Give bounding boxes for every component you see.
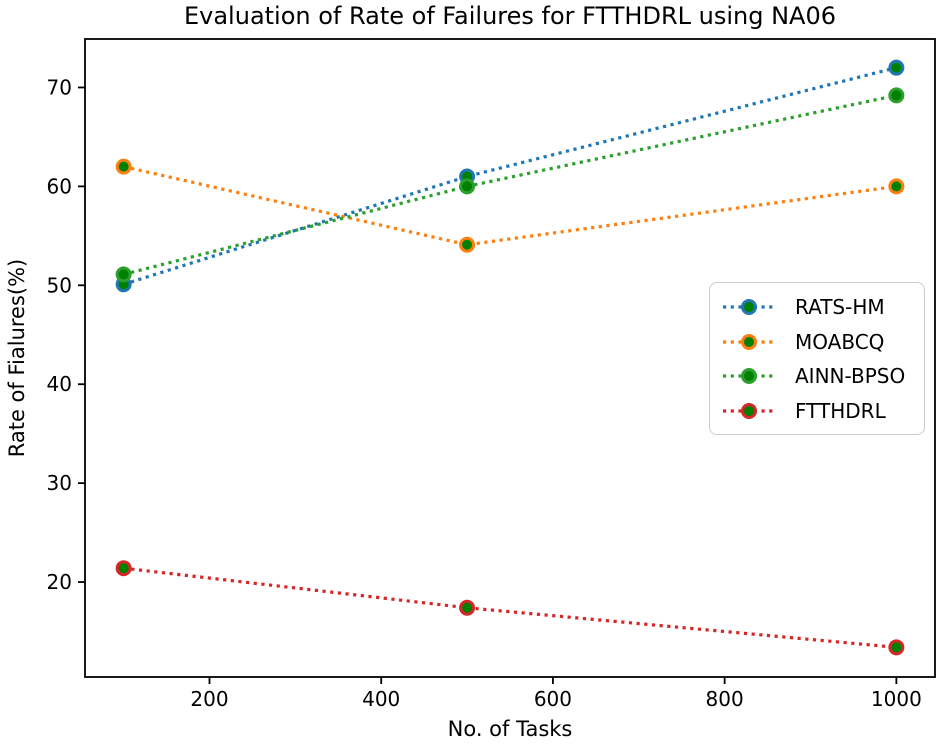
series-marker-ainn-bpso [459, 178, 476, 195]
series-marker-moabcq [115, 158, 132, 175]
legend-sample-marker [741, 402, 757, 419]
legend-item-ftthdrl: FTTHDRL [720, 394, 924, 429]
series-marker-ftthdrl [888, 639, 905, 656]
x-tick-label: 600 [534, 687, 572, 711]
legend-sample-line [723, 402, 775, 419]
series-marker-moabcq [459, 236, 476, 253]
y-tick-label: 50 [47, 273, 72, 297]
x-tick-label: 1000 [871, 687, 922, 711]
legend-sample-marker [741, 368, 757, 385]
legend-sample-line [723, 299, 775, 316]
series-line-moabcq [123, 165, 897, 247]
series-line-ainn-bpso [123, 93, 897, 276]
series-marker-moabcq [888, 178, 905, 195]
series-marker-ainn-bpso [115, 266, 132, 283]
legend-label: RATS-HM [795, 295, 885, 320]
x-axis-label: No. of Tasks [447, 717, 573, 741]
series-line-ftthdrl [123, 566, 897, 649]
y-tick-label: 30 [47, 471, 72, 495]
series-marker-rats-hm [888, 59, 905, 76]
legend-label: FTTHDRL [795, 398, 886, 423]
legend-sample-marker [741, 333, 757, 350]
x-tick-label: 400 [362, 687, 400, 711]
legend-item-rats-hm: RATS-HM [720, 290, 924, 325]
legend-item-moabcq: MOABCQ [720, 325, 924, 360]
legend-sample-marker [741, 299, 757, 316]
y-tick-label: 40 [47, 372, 72, 396]
series-marker-ainn-bpso [888, 87, 905, 104]
series-line-rats-hm [123, 66, 897, 286]
legend: RATS-HM MOABCQ AINN-BPSO FTTHDRL [709, 282, 925, 435]
chart-title: Evaluation of Rate of Failures for FTTHD… [183, 2, 837, 30]
y-axis-label: Rate of Fialures(%) [5, 258, 29, 458]
legend-item-ainn-bpso: AINN-BPSO [720, 359, 924, 394]
axes-frame [84, 38, 936, 678]
legend-label: AINN-BPSO [795, 364, 906, 389]
y-tick-label: 60 [47, 174, 72, 198]
series-marker-ftthdrl [115, 560, 132, 577]
legend-sample-line [723, 333, 775, 350]
legend-sample-line [723, 368, 775, 385]
y-tick-label: 20 [47, 570, 72, 594]
legend-label: MOABCQ [795, 329, 885, 354]
y-tick-label: 70 [47, 75, 72, 99]
series-marker-ftthdrl [459, 599, 476, 616]
x-tick-label: 800 [706, 687, 744, 711]
x-tick-label: 200 [190, 687, 228, 711]
